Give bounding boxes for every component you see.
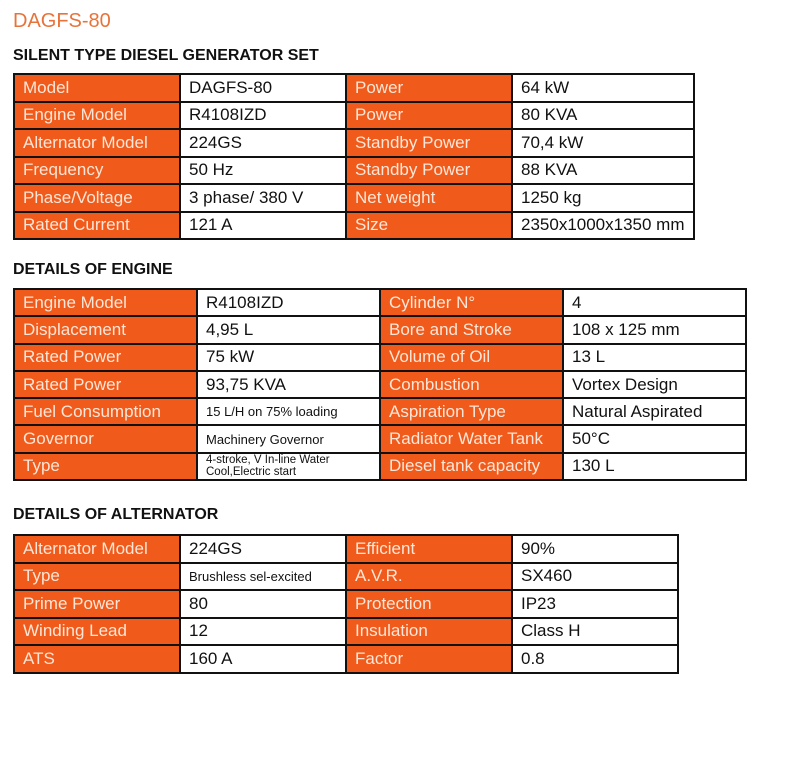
spec-label: A.V.R. [345, 561, 513, 591]
spec-value: 12 [179, 616, 347, 646]
table-row: Winding Lead 12 Insulation Class H [13, 616, 679, 646]
spec-value: 4 [562, 287, 747, 318]
table-row: Model DAGFS-80 Power 64 kW [13, 73, 695, 103]
spec-value: 2350x1000x1350 mm [511, 210, 695, 240]
spec-label: Combustion [379, 369, 564, 400]
spec-value: 64 kW [511, 73, 695, 103]
spec-value: 15 L/H on 75% loading [196, 397, 381, 427]
engine-spec-table: Engine Model R4108IZD Cylinder N° 4 Displace… [13, 287, 747, 482]
spec-value: 93,75 KVA [196, 369, 381, 400]
table-row: Rated Power 75 kW Volume of Oil 13 L [13, 342, 747, 372]
spec-value: Machinery Governor [196, 424, 381, 454]
spec-label: Radiator Water Tank [379, 424, 564, 454]
spec-value: 50°C [562, 424, 747, 454]
spec-label: Type [13, 561, 181, 591]
spec-value: 50 Hz [179, 155, 347, 185]
table-row: Fuel Consumption 15 L/H on 75% loading Asp… [13, 397, 747, 427]
spec-label: Fuel Consumption [13, 397, 198, 427]
spec-value: 75 kW [196, 342, 381, 372]
spec-label: Volume of Oil [379, 342, 564, 372]
spec-label: Diesel tank capacity [379, 451, 564, 482]
spec-label: Power [345, 73, 513, 103]
spec-label: Standby Power [345, 155, 513, 185]
table-row: Rated Current 121 A Size 2350x1000x1350 mm [13, 210, 695, 240]
spec-value: 160 A [179, 644, 347, 674]
spec-value: IP23 [511, 589, 679, 619]
table-row: Alternator Model 224GS Standby Power 70,4 k… [13, 128, 695, 158]
spec-label: Rated Current [13, 210, 181, 240]
spec-value: 130 L [562, 451, 747, 482]
spec-value: 108 x 125 mm [562, 315, 747, 345]
table-row: Prime Power 80 Protection IP23 [13, 589, 679, 619]
section-heading-engine: DETAILS OF ENGINE [13, 261, 173, 278]
table-row: Type 4-stroke, V In-line Water Cool,Elect… [13, 451, 747, 482]
spec-label: Prime Power [13, 589, 181, 619]
page-title: DAGFS-80 [13, 10, 111, 32]
spec-label: Rated Power [13, 342, 198, 372]
spec-label: Factor [345, 644, 513, 674]
table-row: Governor Machinery Governor Radiator Water… [13, 424, 747, 454]
spec-label: Power [345, 100, 513, 130]
spec-value: 224GS [179, 534, 347, 564]
table-row: Displacement 4,95 L Bore and Stroke 108 x 1… [13, 315, 747, 345]
spec-value: DAGFS-80 [179, 73, 347, 103]
spec-value: 1250 kg [511, 183, 695, 213]
spec-label: Alternator Model [13, 128, 181, 158]
table-row: Frequency 50 Hz Standby Power 88 KVA [13, 155, 695, 185]
spec-value: SX460 [511, 561, 679, 591]
spec-value: 80 KVA [511, 100, 695, 130]
spec-value: 121 A [179, 210, 347, 240]
spec-label: Frequency [13, 155, 181, 185]
spec-label: Rated Power [13, 369, 198, 400]
spec-value: 224GS [179, 128, 347, 158]
spec-value: 13 L [562, 342, 747, 372]
spec-value: Class H [511, 616, 679, 646]
spec-value: 70,4 kW [511, 128, 695, 158]
spec-value: Vortex Design [562, 369, 747, 400]
spec-label: Size [345, 210, 513, 240]
spec-value: 80 [179, 589, 347, 619]
spec-label: Phase/Voltage [13, 183, 181, 213]
spec-label: Cylinder N° [379, 287, 564, 318]
spec-label: Insulation [345, 616, 513, 646]
spec-value: 4,95 L [196, 315, 381, 345]
spec-label: Engine Model [13, 287, 198, 318]
table-row: Engine Model R4108IZD Cylinder N° 4 [13, 287, 747, 318]
spec-value: Brushless sel-excited [179, 561, 347, 591]
spec-value: R4108IZD [196, 287, 381, 318]
spec-label: Bore and Stroke [379, 315, 564, 345]
table-row: Engine Model R4108IZD Power 80 KVA [13, 100, 695, 130]
spec-value: R4108IZD [179, 100, 347, 130]
spec-label: Aspiration Type [379, 397, 564, 427]
table-row: Phase/Voltage 3 phase/ 380 V Net weight 125… [13, 183, 695, 213]
spec-label: Displacement [13, 315, 198, 345]
spec-label: Winding Lead [13, 616, 181, 646]
spec-value: 88 KVA [511, 155, 695, 185]
table-row: Alternator Model 224GS Efficient 90% [13, 534, 679, 564]
spec-value: 3 phase/ 380 V [179, 183, 347, 213]
spec-label: Net weight [345, 183, 513, 213]
spec-value: 90% [511, 534, 679, 564]
spec-label: Efficient [345, 534, 513, 564]
genset-spec-table: Model DAGFS-80 Power 64 kW Engine Model R4108… [13, 73, 695, 240]
spec-label: Standby Power [345, 128, 513, 158]
section-heading-alternator: DETAILS OF ALTERNATOR [13, 506, 219, 523]
spec-value: 4-stroke, V In-line Water Cool,Electric … [196, 451, 381, 482]
spec-label: Alternator Model [13, 534, 181, 564]
spec-label: Type [13, 451, 198, 482]
alternator-spec-table: Alternator Model 224GS Efficient 90% Type Bru… [13, 534, 679, 674]
spec-label: Model [13, 73, 181, 103]
spec-value: 0.8 [511, 644, 679, 674]
spec-label: Engine Model [13, 100, 181, 130]
spec-label: ATS [13, 644, 181, 674]
spec-label: Protection [345, 589, 513, 619]
section-heading-genset: SILENT TYPE DIESEL GENERATOR SET [13, 47, 319, 64]
table-row: Type Brushless sel-excited A.V.R. SX460 [13, 561, 679, 591]
spec-value: Natural Aspirated [562, 397, 747, 427]
table-row: Rated Power 93,75 KVA Combustion Vortex Des… [13, 369, 747, 400]
spec-label: Governor [13, 424, 198, 454]
table-row: ATS 160 A Factor 0.8 [13, 644, 679, 674]
